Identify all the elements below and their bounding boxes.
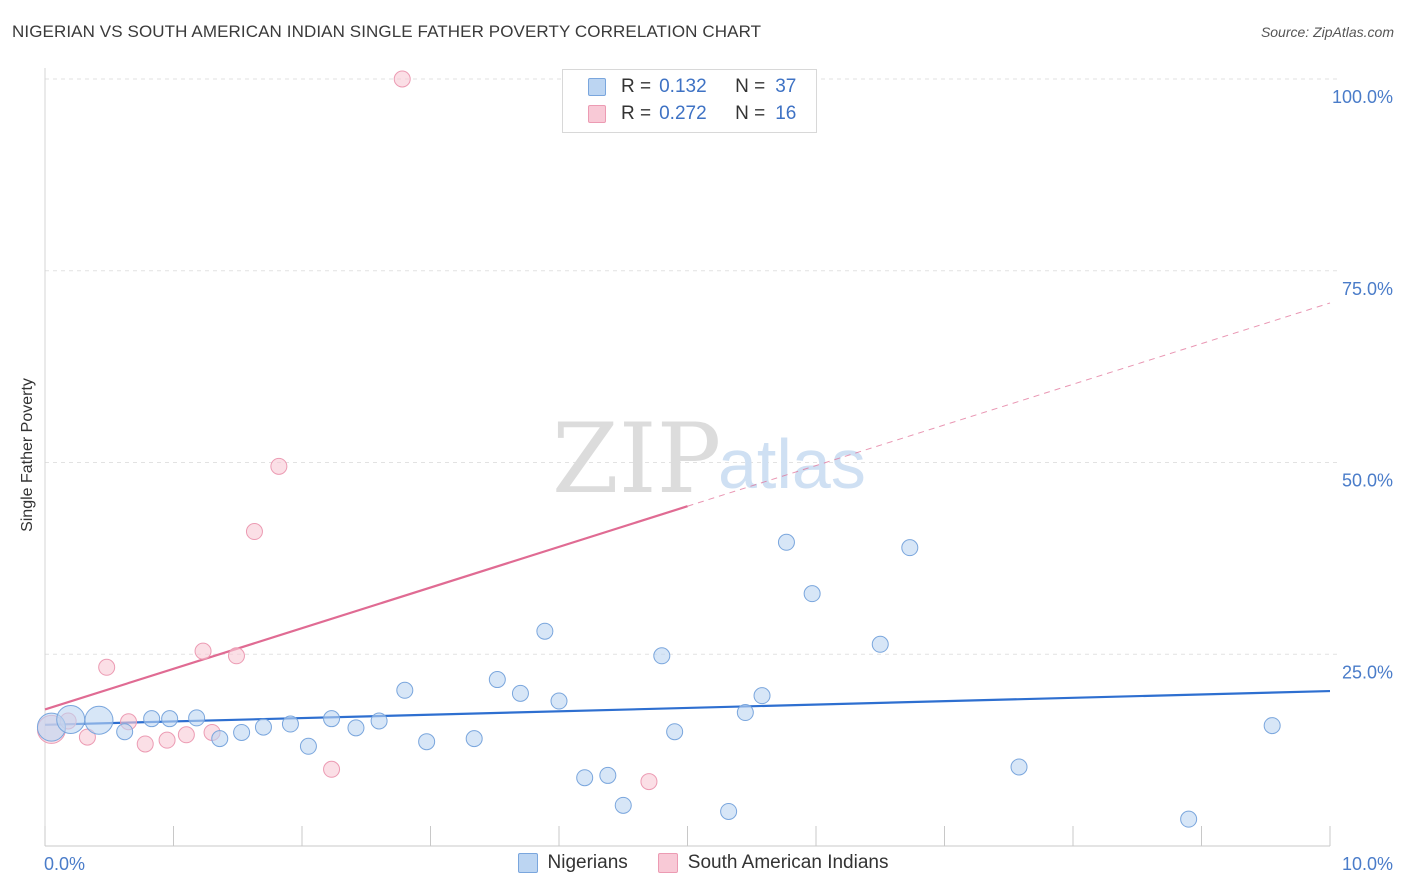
point-nigerians (576, 769, 594, 787)
legend-swatch-south-american-indians (657, 853, 678, 873)
point-nigerians (488, 671, 506, 689)
y-tick-label: 75.0% (1342, 279, 1393, 299)
stats-row-south-american-indians: R = 0.272 N = 16 (588, 101, 797, 127)
trend-lines (44, 302, 1331, 726)
trend-line-south-american-indians (44, 505, 688, 711)
trend-line-nigerians (44, 689, 1331, 726)
point-nigerians (396, 681, 414, 699)
x-tick-label: 10.0% (1342, 854, 1393, 874)
point-south-american-indians (227, 647, 245, 665)
n-label: N = (735, 103, 766, 124)
point-nigerians (777, 533, 795, 551)
point-nigerians (901, 539, 919, 557)
point-nigerians (254, 718, 272, 736)
stats-row-nigerians: R = 0.132 N = 37 (588, 74, 797, 100)
n-value: 37 (775, 76, 797, 97)
trend-line-south-american-indians-extension (687, 302, 1331, 507)
nigerians-swatch (588, 78, 606, 96)
legend-label-nigerians: Nigerians (547, 852, 628, 873)
data-points (36, 70, 1281, 828)
watermark-zip: ZIP (552, 403, 721, 515)
point-south-american-indians (177, 726, 195, 744)
point-nigerians (1010, 758, 1028, 776)
point-nigerians (143, 710, 161, 728)
point-nigerians (511, 684, 529, 702)
point-nigerians (465, 730, 483, 748)
point-nigerians (666, 723, 684, 741)
legend-label-south-american-indians: South American Indians (687, 852, 889, 873)
r-value: 0.272 (659, 103, 707, 124)
point-nigerians (803, 585, 821, 603)
point-nigerians (370, 712, 388, 730)
point-nigerians (323, 710, 341, 728)
r-label: R = (621, 76, 652, 97)
point-nigerians (536, 622, 554, 640)
legend-item-south-american-indians[interactable]: South American Indians (657, 852, 889, 874)
y-tick-label: 100.0% (1332, 87, 1393, 107)
point-nigerians (871, 635, 889, 653)
r-label: R = (621, 103, 652, 124)
point-nigerians (188, 709, 206, 727)
point-nigerians (550, 692, 568, 710)
point-nigerians (720, 802, 738, 820)
chart-title: NIGERIAN VS SOUTH AMERICAN INDIAN SINGLE… (12, 22, 762, 41)
point-nigerians (599, 766, 617, 784)
point-south-american-indians (323, 760, 341, 778)
point-south-american-indians (158, 731, 176, 749)
x-tick-label: 0.0% (44, 854, 85, 874)
legend-item-nigerians[interactable]: Nigerians (517, 852, 628, 874)
tick-labels: 25.0% 50.0% 75.0% 100.0% 0.0% 10.0% (44, 87, 1393, 874)
point-nigerians (418, 733, 436, 751)
legend: Nigerians South American Indians (0, 852, 1406, 874)
point-nigerians (211, 730, 229, 748)
point-south-american-indians (270, 457, 288, 475)
point-nigerians (1263, 717, 1281, 735)
watermark-atlas: atlas (718, 425, 866, 503)
grid-layer (45, 78, 1340, 655)
point-south-american-indians (78, 728, 96, 746)
point-south-american-indians (136, 735, 154, 753)
point-nigerians (736, 704, 754, 722)
sai-swatch (588, 105, 606, 123)
point-nigerians (614, 796, 632, 814)
n-label: N = (735, 76, 766, 97)
y-tick-label: 25.0% (1342, 662, 1393, 682)
point-nigerians (753, 687, 771, 705)
point-south-american-indians (245, 523, 263, 541)
source-credit: Source: ZipAtlas.com (1260, 24, 1394, 40)
point-nigerians (281, 715, 299, 733)
correlation-stats-box: R = 0.132 N = 37 R = 0.272 N = 16 (562, 69, 817, 133)
point-nigerians (347, 719, 365, 737)
point-nigerians (161, 710, 179, 728)
point-nigerians (299, 737, 317, 755)
point-south-american-indians (98, 658, 116, 676)
n-value: 16 (775, 103, 797, 124)
point-nigerians (233, 723, 251, 741)
point-nigerians (653, 647, 671, 665)
point-south-american-indians (194, 642, 212, 660)
point-south-american-indians (393, 70, 411, 88)
y-tick-label: 50.0% (1342, 471, 1393, 491)
r-value: 0.132 (659, 76, 707, 97)
point-south-american-indians (640, 773, 658, 791)
watermark: ZIP atlas (552, 403, 866, 515)
point-nigerians (56, 704, 86, 734)
point-nigerians (1180, 810, 1198, 828)
point-nigerians (84, 705, 114, 735)
legend-swatch-nigerians (517, 853, 538, 873)
point-nigerians (116, 723, 134, 741)
